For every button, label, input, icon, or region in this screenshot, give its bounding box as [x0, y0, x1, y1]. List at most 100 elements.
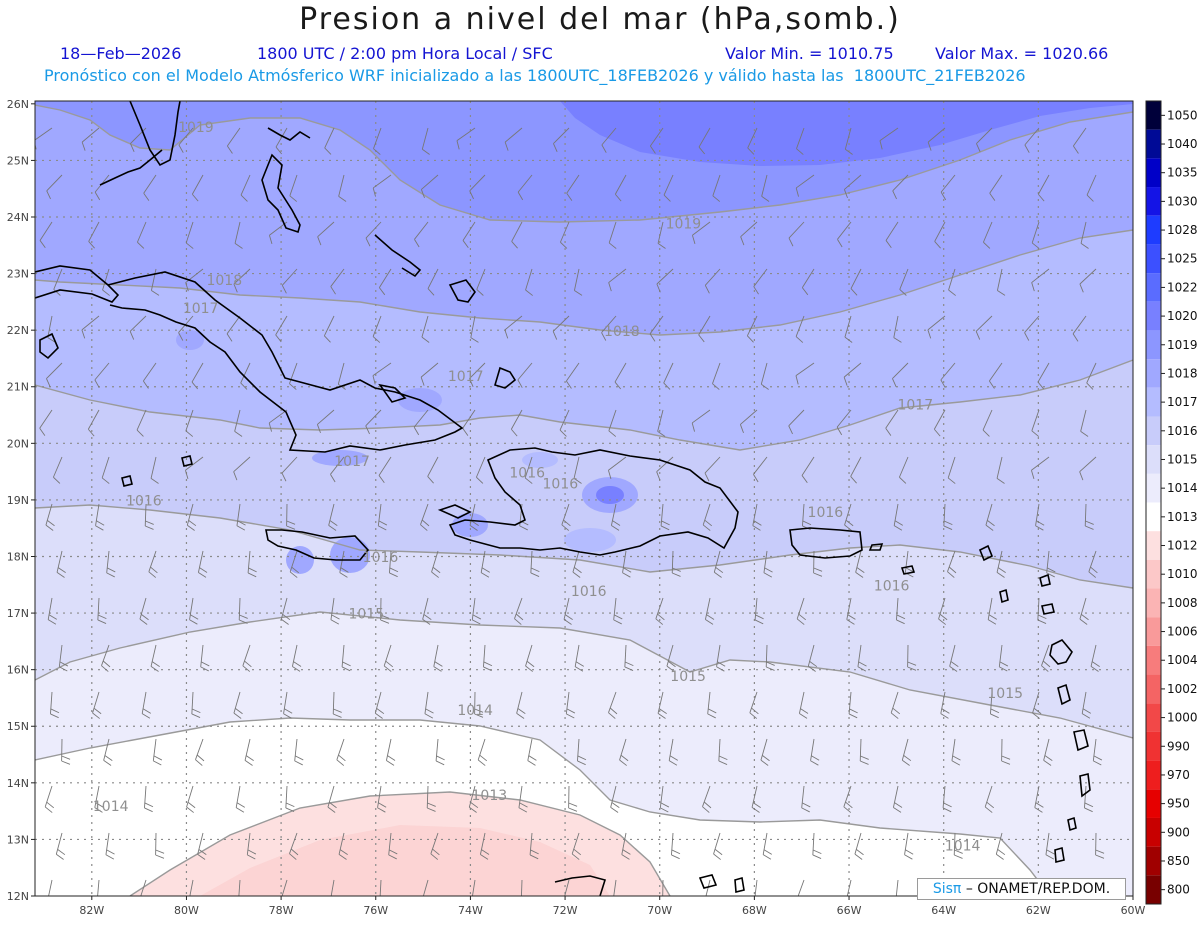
lon-tick-label: 72W — [553, 904, 578, 917]
wind-barb — [424, 691, 434, 719]
wind-barb — [55, 832, 66, 860]
wind-barb — [948, 268, 956, 296]
wind-barb — [97, 597, 107, 625]
wind-barb — [1001, 738, 1011, 765]
wind-barb — [610, 503, 621, 531]
wind-barb — [294, 738, 304, 766]
wind-barb — [389, 550, 399, 578]
wind-barb — [226, 315, 241, 342]
wind-barb — [1043, 738, 1053, 766]
wind-barb — [103, 738, 113, 766]
wind-barb — [338, 174, 347, 202]
wind-barb — [427, 268, 439, 296]
wind-barb — [746, 315, 758, 343]
lat-tick-label: 23N — [7, 268, 29, 281]
wind-barb — [904, 832, 914, 860]
wind-barb — [383, 644, 394, 672]
wind-barb — [1086, 362, 1097, 390]
wind-barb — [242, 644, 252, 672]
wind-barb — [372, 174, 392, 197]
wind-barb — [238, 879, 241, 896]
wind-barb — [559, 221, 570, 249]
wind-barb — [456, 127, 476, 150]
wind-barb — [1035, 503, 1045, 531]
wind-barb — [565, 691, 576, 719]
wind-barb — [317, 221, 335, 246]
wind-barb — [795, 174, 815, 197]
wind-barb — [796, 597, 807, 625]
wind-barb — [420, 174, 439, 199]
wind-barb — [81, 127, 100, 151]
wind-barb — [718, 738, 728, 766]
isobar-label: 1014 — [457, 703, 493, 719]
wind-barb — [1095, 832, 1105, 859]
wind-barb — [87, 409, 100, 437]
isobar-label: 1016 — [543, 477, 579, 493]
wind-barb — [843, 785, 853, 813]
wind-barb — [46, 174, 63, 200]
wind-barb — [663, 174, 674, 202]
colorbar-label: 950 — [1167, 797, 1190, 811]
colorbar-label: 1015 — [1167, 452, 1198, 466]
wind-barb — [614, 174, 627, 202]
wind-barb — [378, 268, 392, 296]
wind-barb — [150, 268, 160, 296]
colorbar-swatch — [1146, 789, 1161, 818]
colorbar-label: 1040 — [1167, 137, 1198, 151]
colorbar-label: 1025 — [1167, 252, 1198, 266]
wind-barb — [568, 785, 578, 812]
wind-barb — [885, 221, 899, 248]
wind-barb — [982, 409, 993, 437]
wind-barb — [422, 597, 432, 625]
wind-barb — [760, 362, 769, 390]
wind-barb — [529, 832, 539, 860]
wind-barb — [752, 503, 762, 531]
wind-barb — [659, 785, 670, 813]
wind-barb — [289, 174, 298, 202]
wind-barb — [739, 409, 758, 434]
wind-barb — [268, 409, 288, 432]
wind-barb — [197, 550, 208, 578]
wind-barb — [1079, 456, 1097, 481]
wind-barb — [621, 832, 631, 860]
wind-barb — [129, 315, 147, 340]
wind-barb — [573, 268, 583, 296]
forecast-description: Pronóstico con el Modelo Atmósferico WRF… — [44, 66, 1026, 85]
wind-barb — [996, 550, 1006, 578]
wind-barb — [848, 691, 858, 719]
wind-barb — [662, 879, 664, 896]
wind-barb — [530, 550, 540, 578]
wind-barb — [130, 127, 147, 152]
wind-barb — [427, 456, 439, 484]
wind-barb — [471, 597, 482, 625]
isobar-label: 1017 — [448, 369, 484, 385]
wind-barb — [289, 832, 299, 860]
wind-barb — [610, 785, 620, 813]
colorbar-swatch — [1146, 215, 1161, 245]
wind-barb — [240, 362, 251, 390]
wind-barb — [327, 785, 337, 813]
wind-barb — [372, 315, 382, 343]
wind-barb — [996, 456, 1005, 484]
coastlines — [35, 101, 1091, 896]
wind-barb — [341, 644, 351, 672]
lat-tick-label: 15N — [7, 720, 29, 733]
wind-barb — [48, 879, 53, 896]
wind-barb — [426, 785, 436, 812]
wind-barb — [94, 362, 110, 388]
wind-barb — [510, 409, 523, 437]
wind-barb — [702, 503, 713, 531]
colorbar-label: 800 — [1167, 883, 1190, 897]
wind-barb — [666, 644, 676, 672]
isobar-label: 1016 — [509, 465, 545, 481]
wind-barb — [39, 409, 53, 436]
wind-barb — [143, 174, 157, 201]
wind-barb — [705, 879, 711, 896]
wind-barb — [844, 127, 853, 155]
lat-tick-label: 13N — [7, 833, 29, 846]
wind-barb — [462, 409, 476, 436]
colorbar-swatch — [1146, 703, 1161, 732]
wind-barb — [704, 597, 715, 625]
wind-barb — [896, 597, 906, 625]
